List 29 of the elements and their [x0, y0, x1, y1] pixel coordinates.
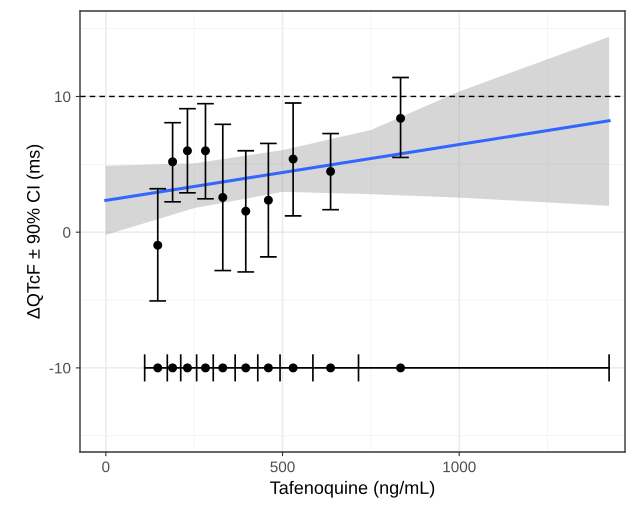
point [396, 114, 406, 123]
point [326, 166, 336, 176]
point [182, 146, 192, 156]
y-tick-label: 0 [63, 227, 70, 238]
point [288, 363, 298, 372]
point [218, 363, 228, 372]
point [288, 154, 298, 164]
x-tick-label: 500 [270, 461, 295, 472]
point [153, 363, 162, 372]
point [182, 363, 192, 372]
point [241, 206, 250, 216]
point [168, 363, 178, 372]
point [218, 192, 228, 202]
point [153, 240, 162, 250]
line-series [104, 119, 611, 202]
x-axis-title: Tafenoquine (ng/mL) [270, 480, 434, 498]
x-tick-label: 1000 [443, 461, 476, 472]
point [168, 157, 178, 166]
point [200, 146, 210, 156]
y-axis-title: ΔQTcF ± 90% CI (ms) [26, 144, 44, 319]
point [264, 363, 273, 372]
point [396, 363, 406, 372]
point [200, 363, 210, 372]
point [241, 363, 250, 372]
point [264, 196, 273, 205]
y-tick-label: -10 [50, 362, 70, 374]
y-tick-label: 10 [55, 91, 70, 102]
x-tick-label: 0 [102, 461, 110, 472]
point [326, 363, 336, 372]
